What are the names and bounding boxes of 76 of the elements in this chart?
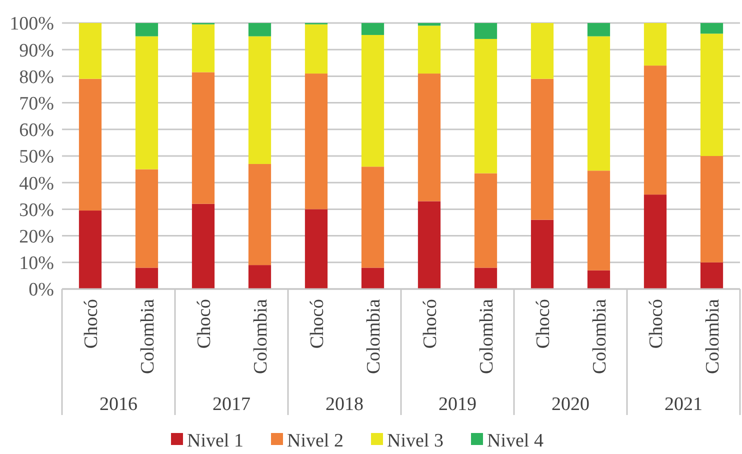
y-tick-label: 0% bbox=[28, 280, 54, 301]
bar bbox=[587, 23, 610, 36]
text: 2021 bbox=[664, 394, 702, 415]
text: 2017 bbox=[212, 394, 250, 415]
bar bbox=[474, 38, 498, 174]
bar bbox=[78, 210, 102, 289]
bar bbox=[361, 166, 384, 268]
bar bbox=[474, 23, 498, 39]
bar bbox=[700, 34, 724, 156]
bar bbox=[700, 156, 724, 262]
x-tick-label: Colombia bbox=[250, 298, 272, 374]
legend-label: Nivel 2 bbox=[287, 430, 344, 452]
y-tick-label: 60% bbox=[19, 120, 54, 142]
x-tick-label: Colombia bbox=[476, 298, 498, 374]
bar bbox=[78, 23, 102, 79]
bar bbox=[361, 34, 384, 167]
x-tick-label: Chocó bbox=[646, 299, 667, 349]
x-tick-label: Colombia bbox=[702, 298, 724, 374]
text: 2019 bbox=[438, 394, 476, 415]
bar bbox=[135, 169, 158, 268]
bar bbox=[474, 268, 498, 289]
x-tick-label: Colombia bbox=[589, 298, 610, 374]
legend-label: Nivel 1 bbox=[187, 430, 244, 452]
bar bbox=[700, 23, 724, 34]
bar bbox=[644, 23, 667, 66]
y-tick-label: 30% bbox=[19, 200, 54, 221]
bar bbox=[587, 36, 610, 171]
bar bbox=[700, 262, 724, 289]
x-tick-label: Chocó bbox=[420, 299, 441, 349]
bar bbox=[248, 265, 272, 289]
x-tick-label: Chocó bbox=[80, 299, 102, 349]
bar bbox=[361, 23, 384, 35]
bar bbox=[418, 23, 441, 26]
bar bbox=[304, 74, 328, 210]
bar bbox=[418, 74, 441, 202]
bar bbox=[530, 220, 554, 289]
bar bbox=[135, 23, 158, 36]
text: 2020 bbox=[552, 394, 590, 415]
bar bbox=[135, 268, 158, 289]
bar bbox=[248, 164, 272, 266]
x-tick-label: Colombia bbox=[137, 298, 158, 374]
y-tick-label: 80% bbox=[19, 66, 54, 88]
y-tick-label: 70% bbox=[19, 93, 54, 114]
legend-label: Nivel 3 bbox=[387, 430, 444, 452]
bar bbox=[418, 26, 441, 74]
legend-label: Nivel 4 bbox=[487, 430, 544, 452]
bar bbox=[644, 66, 667, 195]
bar bbox=[135, 36, 158, 170]
y-tick-label: 20% bbox=[19, 226, 54, 248]
y-tick-label: 50% bbox=[19, 146, 54, 168]
text: 2018 bbox=[326, 394, 364, 415]
x-tick-label: Chocó bbox=[532, 299, 554, 349]
bar bbox=[587, 170, 610, 270]
bar bbox=[361, 268, 384, 289]
bar bbox=[248, 36, 272, 164]
bar bbox=[587, 270, 610, 289]
bar bbox=[304, 209, 328, 289]
bar bbox=[192, 72, 215, 204]
text: 2016 bbox=[100, 394, 138, 415]
bar bbox=[530, 78, 554, 220]
x-tick-label: Chocó bbox=[194, 299, 215, 349]
y-tick-label: 40% bbox=[19, 173, 54, 194]
bar bbox=[78, 78, 102, 211]
bar bbox=[248, 23, 272, 36]
bar bbox=[530, 23, 554, 79]
bar bbox=[192, 204, 215, 289]
y-tick-label: 10% bbox=[19, 253, 54, 274]
bar bbox=[418, 201, 441, 289]
y-tick-label: 90% bbox=[19, 40, 54, 62]
bar bbox=[304, 24, 328, 74]
bar bbox=[474, 173, 498, 268]
x-tick-label: Colombia bbox=[363, 298, 384, 374]
y-tick-label: 100% bbox=[10, 14, 54, 35]
bar bbox=[192, 24, 215, 72]
x-tick-label: Chocó bbox=[306, 299, 328, 349]
bar bbox=[644, 194, 667, 289]
